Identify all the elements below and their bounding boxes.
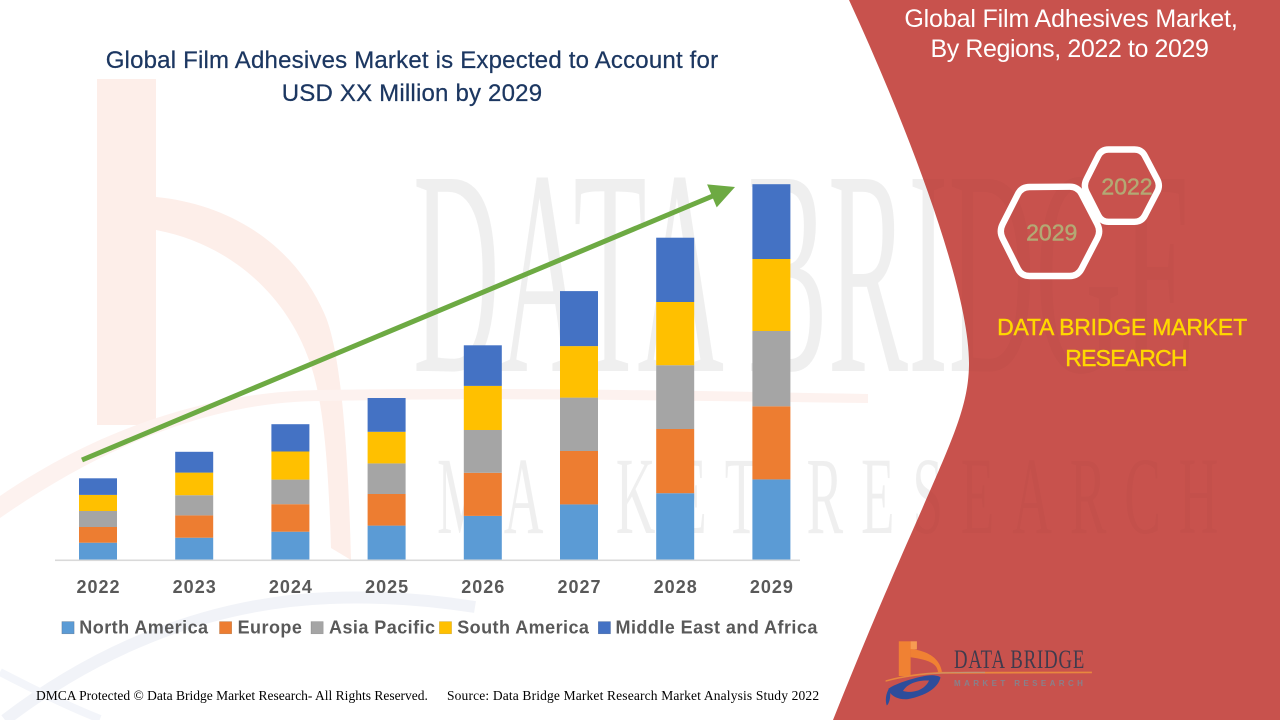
- svg-text:USD XX Million by 2029: USD XX Million by 2029: [282, 80, 543, 107]
- svg-text:South America: South America: [457, 618, 590, 638]
- svg-text:By Regions, 2022 to 2029: By Regions, 2022 to 2029: [930, 35, 1208, 63]
- svg-text:DATA BRIDGE: DATA BRIDGE: [954, 645, 1085, 674]
- svg-text:2029: 2029: [1026, 219, 1077, 245]
- svg-text:RESEARCH: RESEARCH: [1065, 345, 1186, 371]
- svg-text:Source: Data Bridge Market Res: Source: Data Bridge Market Research Mark…: [447, 688, 819, 703]
- svg-text:Asia Pacific: Asia Pacific: [329, 618, 435, 638]
- svg-text:DMCA Protected © Data Bridge M: DMCA Protected © Data Bridge Market Rese…: [36, 688, 428, 703]
- svg-text:2024: 2024: [269, 577, 313, 597]
- svg-text:2022: 2022: [1101, 173, 1152, 199]
- svg-text:2028: 2028: [654, 577, 698, 597]
- svg-text:2027: 2027: [557, 577, 601, 597]
- svg-text:MARKET RESEARCH: MARKET RESEARCH: [437, 436, 1236, 557]
- svg-text:2022: 2022: [76, 577, 120, 597]
- svg-text:Global Film Adhesives Market i: Global Film Adhesives Market is Expected…: [106, 47, 719, 74]
- svg-text:DATA BRIDGE MARKET: DATA BRIDGE MARKET: [997, 314, 1247, 340]
- svg-text:Middle East and Africa: Middle East and Africa: [616, 618, 819, 638]
- svg-text:2025: 2025: [365, 577, 409, 597]
- svg-text:2023: 2023: [173, 577, 217, 597]
- svg-text:2026: 2026: [461, 577, 505, 597]
- svg-text:Global Film Adhesives Market,: Global Film Adhesives Market,: [904, 5, 1237, 33]
- svg-text:MARKET RESEARCH: MARKET RESEARCH: [954, 679, 1086, 688]
- svg-text:Europe: Europe: [238, 618, 303, 638]
- svg-text:North America: North America: [79, 618, 209, 638]
- svg-text:2029: 2029: [750, 577, 794, 597]
